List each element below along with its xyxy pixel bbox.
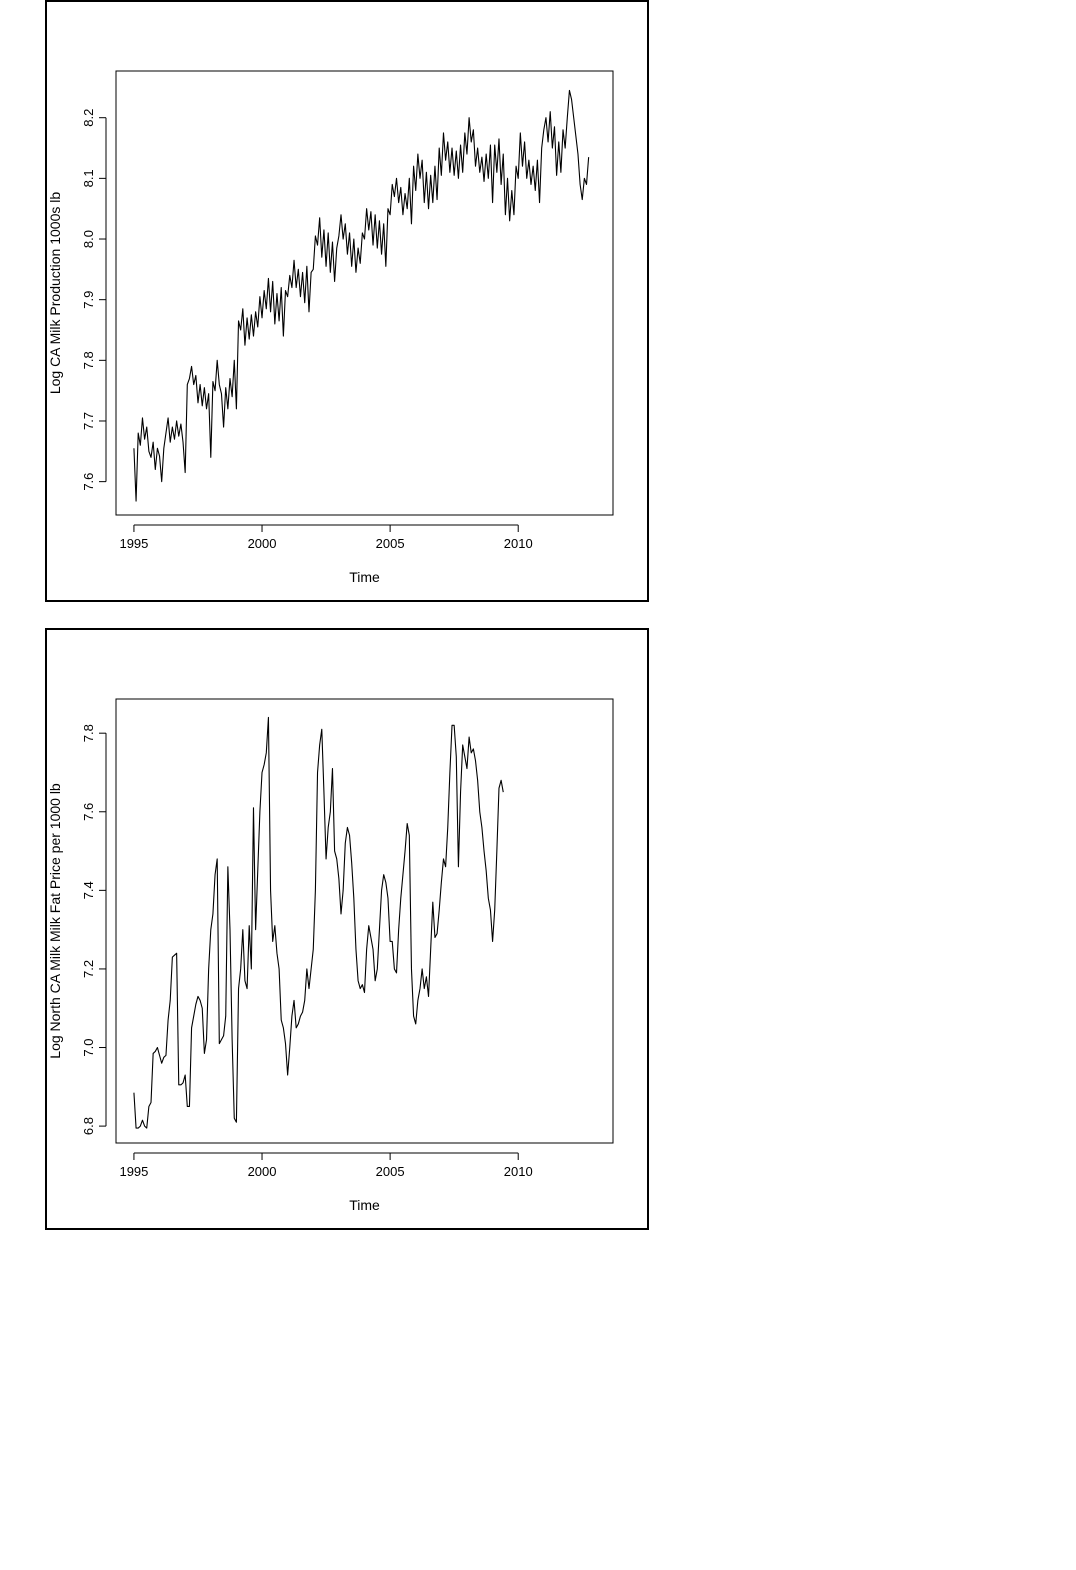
y-tick-label: 8.0 [81, 230, 96, 248]
plot-frame [115, 698, 614, 1144]
series-line [133, 716, 504, 1129]
y-tick-label: 7.8 [81, 724, 96, 742]
x-tick-label: 2010 [504, 1164, 533, 1179]
x-tick-label: 2000 [248, 1164, 277, 1179]
x-axis-label: Time [349, 1197, 380, 1213]
y-tick-label: 7.6 [81, 803, 96, 821]
chart-milk-production: 1995 2000 2005 2010 7.6 7.7 7.8 7.9 8.0 8.1 8.2 Tim… [47, 70, 614, 585]
y-tick-label: 7.9 [81, 291, 96, 309]
x-axis-label: Time [349, 569, 380, 585]
x-tick-label: 1995 [119, 1164, 148, 1179]
y-tick-label: 6.8 [81, 1117, 96, 1135]
x-tick-label: 2005 [376, 536, 405, 551]
chart-panel-milk-production: 1995 2000 2005 2010 7.6 7.7 7.8 7.9 8.0 8.1 8.2 Tim… [45, 0, 649, 602]
y-tick-label: 7.2 [81, 960, 96, 978]
x-tick-label: 1995 [119, 536, 148, 551]
x-tick-label: 2010 [504, 536, 533, 551]
series-line [133, 89, 590, 502]
y-tick-label: 7.7 [81, 412, 96, 430]
y-tick-label: 7.8 [81, 351, 96, 369]
y-tick-label: 7.4 [81, 881, 96, 899]
y-tick-label: 7.6 [81, 473, 96, 491]
chart-panel-milk-fat-price: 1995 2000 2005 2010 6.8 7.0 7.2 7.4 7.6 7.8 Time Lo… [45, 628, 649, 1230]
y-tick-label: 8.1 [81, 169, 96, 187]
x-tick-label: 2005 [376, 1164, 405, 1179]
y-tick-label: 7.0 [81, 1038, 96, 1056]
y-axis-label: Log North CA Milk Milk Fat Price per 100… [47, 783, 63, 1059]
plot-frame [115, 70, 614, 516]
y-tick-label: 8.2 [81, 109, 96, 127]
x-tick-label: 2000 [248, 536, 277, 551]
y-axis-label: Log CA Milk Production 1000s lb [47, 192, 63, 395]
chart-milk-fat-price: 1995 2000 2005 2010 6.8 7.0 7.2 7.4 7.6 7.8 Time Lo… [47, 698, 614, 1213]
